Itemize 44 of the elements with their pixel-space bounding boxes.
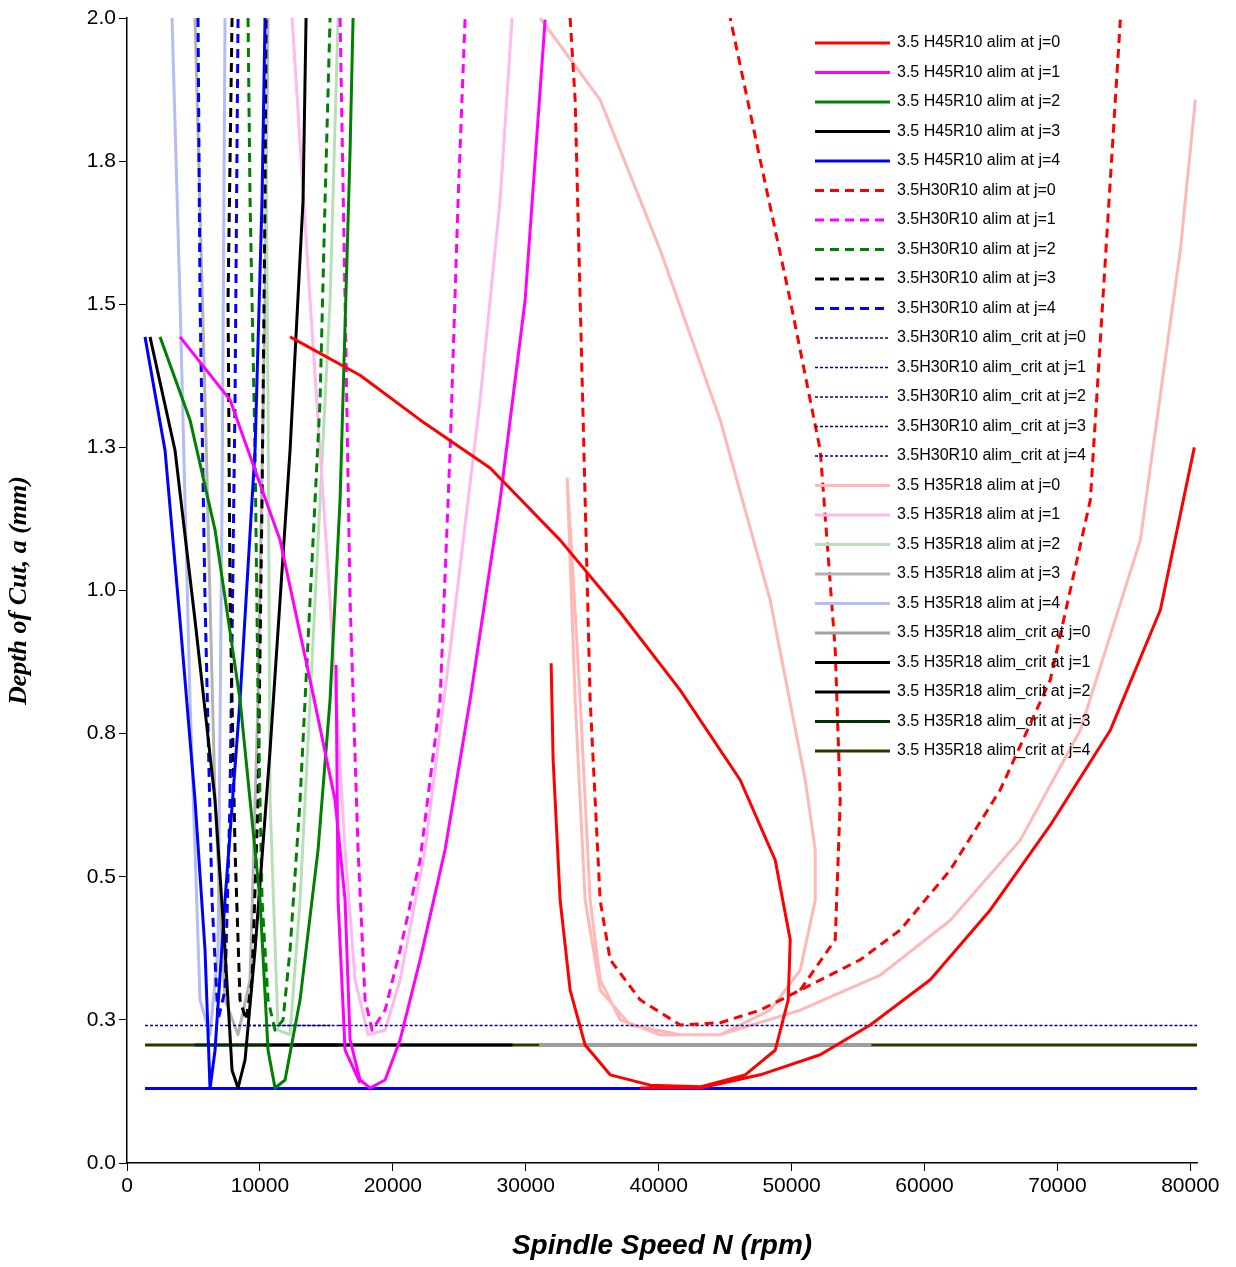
x-tick-label: 0 — [121, 1173, 133, 1197]
legend-label: 3.5H30R10 alim at j=3 — [897, 269, 1056, 287]
legend-label: 3.5 H45R10 alim at j=3 — [897, 121, 1061, 139]
legend-label: 3.5H30R10 alim_crit at j=2 — [897, 387, 1087, 406]
x-tick-label: 30000 — [496, 1173, 555, 1197]
legend-label: 3.5H30R10 alim at j=0 — [897, 180, 1056, 198]
legend-label: 3.5 H45R10 alim at j=2 — [897, 92, 1061, 110]
y-tick-label: 1.8 — [86, 147, 116, 171]
legend-label: 3.5H30R10 alim at j=1 — [897, 210, 1056, 228]
legend-label: 3.5 H35R18 alim at j=1 — [897, 505, 1061, 523]
x-axis-title: Spindle Speed N (rpm) — [511, 1228, 813, 1260]
legend-label: 3.5H30R10 alim_crit at j=1 — [897, 357, 1087, 376]
y-tick-label: 1.0 — [86, 577, 116, 601]
legend-label: 3.5 H35R18 alim_crit at j=0 — [897, 623, 1091, 642]
legend-label: 3.5 H35R18 alim at j=2 — [897, 534, 1061, 552]
y-tick-label: 0.8 — [86, 720, 116, 744]
x-tick-label: 10000 — [230, 1173, 290, 1197]
legend-label: 3.5H30R10 alim_crit at j=4 — [897, 446, 1087, 465]
legend-label: 3.5 H35R18 alim at j=4 — [897, 593, 1061, 611]
y-tick-label: 1.3 — [86, 434, 116, 458]
x-tick-label: 40000 — [629, 1173, 688, 1197]
y-tick-label: 0.5 — [86, 863, 116, 887]
legend-label: 3.5 H35R18 alim_crit at j=4 — [897, 741, 1091, 760]
y-tick-label: 2.0 — [86, 4, 116, 28]
x-tick-label: 80000 — [1161, 1173, 1220, 1197]
legend-label: 3.5 H35R18 alim at j=3 — [897, 564, 1061, 582]
y-tick-label: 0.3 — [86, 1006, 116, 1030]
x-tick-label: 20000 — [363, 1173, 423, 1197]
x-tick-label: 50000 — [762, 1173, 821, 1197]
legend-label: 3.5 H35R18 alim_crit at j=1 — [897, 652, 1091, 671]
legend-label: 3.5H30R10 alim at j=4 — [897, 298, 1056, 316]
y-tick-label: 1.5 — [86, 291, 116, 315]
legend-label: 3.5H30R10 alim_crit at j=3 — [897, 416, 1087, 435]
x-tick-label: 70000 — [1028, 1173, 1087, 1197]
legend-label: 3.5 H35R18 alim_crit at j=3 — [897, 711, 1091, 730]
legend-label: 3.5H30R10 alim at j=2 — [897, 239, 1056, 257]
legend-label: 3.5 H35R18 alim at j=0 — [897, 475, 1061, 493]
legend-label: 3.5 H45R10 alim at j=4 — [897, 151, 1061, 169]
legend-label: 3.5 H45R10 alim at j=1 — [897, 62, 1061, 80]
y-tick-label: 0.0 — [86, 1149, 116, 1173]
y-axis-title: Depth of Cut, a (mm) — [3, 476, 33, 706]
x-tick-label: 60000 — [895, 1173, 954, 1197]
legend-label: 3.5H30R10 alim_crit at j=0 — [897, 328, 1087, 347]
legend-label: 3.5 H45R10 alim at j=0 — [897, 33, 1061, 51]
